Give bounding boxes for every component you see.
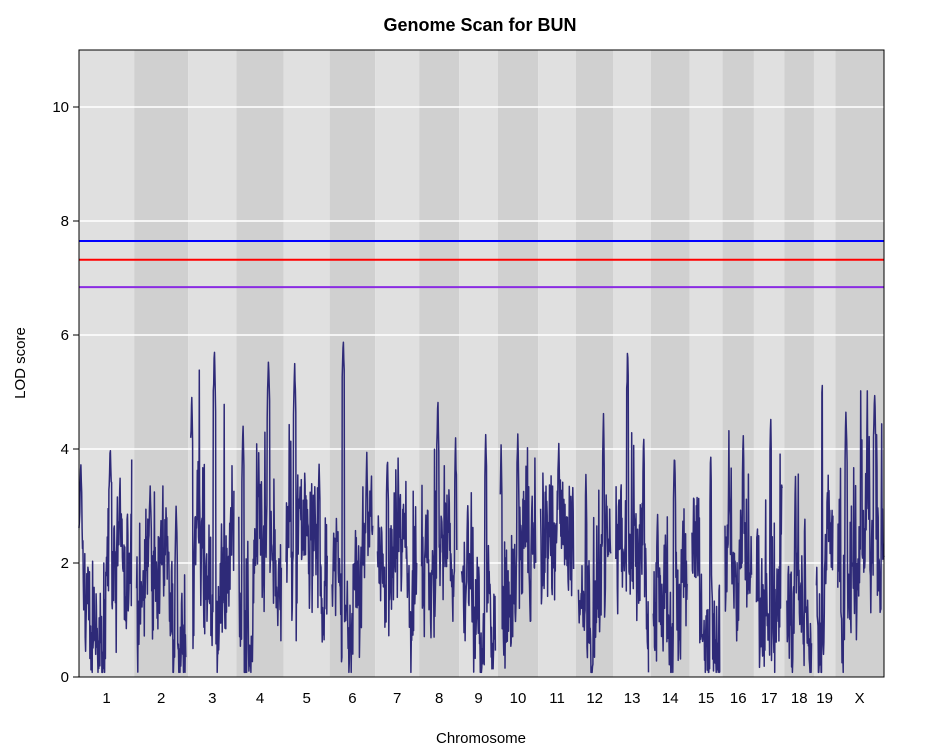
lod-curve-chr-11 [539, 442, 575, 605]
x-tick-label: 18 [791, 690, 808, 707]
x-tick-label: 15 [698, 690, 715, 707]
x-tick-label: 13 [624, 690, 641, 707]
x-tick-label: 2 [157, 690, 165, 707]
x-tick-label: 9 [474, 690, 482, 707]
x-tick-label: 4 [256, 690, 264, 707]
lod-curve-chr-18 [786, 473, 813, 674]
y-tick-label: 8 [61, 213, 69, 230]
lod-series [78, 341, 885, 674]
lod-curve-chr-10 [499, 433, 537, 669]
y-tick-label: 4 [61, 441, 69, 458]
threshold-lines [79, 239, 884, 289]
lod-curve-chr-3 [189, 351, 235, 674]
x-tick-label: 7 [393, 690, 401, 707]
lod-curve-chr-7 [376, 457, 418, 674]
x-tick-label: 16 [730, 690, 747, 707]
chromosome-band-5 [283, 50, 330, 677]
x-tick-label: 19 [816, 690, 833, 707]
lod-curve-chr-17 [755, 418, 783, 674]
lod-curve-chr-19 [815, 384, 834, 674]
lod-curve-chr-13 [615, 352, 650, 673]
y-tick-label: 0 [61, 669, 69, 686]
x-tick-label: 10 [510, 690, 527, 707]
x-axis-ticks: 1 2 3 4 5 6 7 8 9 10 11 12 13 14 15 16 17 18 19 X [102, 690, 864, 707]
lod-curve-chr-16 [724, 430, 753, 642]
lod-curve-chr-X [837, 390, 885, 674]
x-axis-label: Chromosome [436, 730, 526, 747]
x-tick-label: 6 [348, 690, 356, 707]
lod-curve-chr-1 [78, 449, 133, 674]
chart-title: Genome Scan for BUN [383, 15, 576, 35]
x-tick-label: X [855, 690, 865, 707]
x-tick-label: 1 [102, 690, 110, 707]
x-tick-label: 12 [586, 690, 603, 707]
lod-curve-chr-5 [285, 362, 328, 643]
x-tick-label: 17 [761, 690, 778, 707]
x-tick-label: 5 [303, 690, 311, 707]
plot-frame [78, 49, 885, 678]
lod-curve-chr-15 [691, 456, 721, 674]
chromosome-band-6 [329, 50, 376, 677]
lod-curve-chr-8 [420, 401, 458, 639]
lod-curve-chr-4 [238, 361, 283, 674]
lod-curve-chr-9 [460, 433, 497, 674]
x-tick-label: 3 [208, 690, 216, 707]
y-axis-ticks: 0 2 4 6 8 10 [52, 99, 79, 686]
x-tick-label: 11 [549, 690, 565, 707]
chromosome-bands [79, 50, 884, 677]
x-tick-label: 14 [662, 690, 679, 707]
chromosome-band-15 [689, 50, 723, 677]
x-tick-label: 8 [435, 690, 443, 707]
lod-curve-chr-6 [331, 341, 374, 674]
lod-curve-chr-2 [135, 485, 187, 674]
y-tick-label: 6 [61, 327, 69, 344]
lod-curve-chr-12 [577, 412, 612, 674]
lod-curve-chr-14 [652, 459, 688, 674]
y-tick-label: 2 [61, 555, 69, 572]
y-axis-label: LOD score [12, 327, 29, 399]
y-tick-label: 10 [52, 99, 69, 116]
